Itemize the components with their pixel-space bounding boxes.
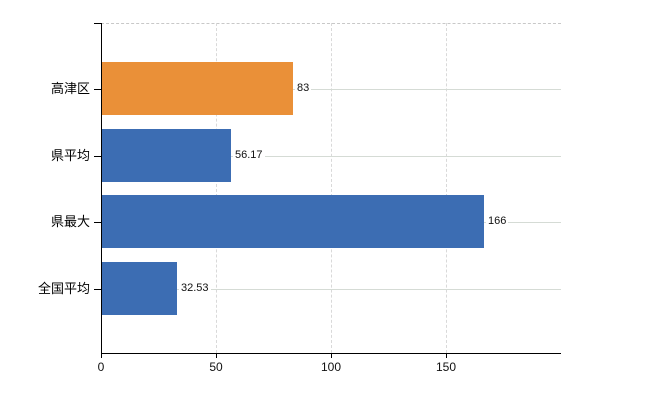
- y-axis-category-label: 高津区: [50, 81, 90, 96]
- vertical-gridline: [216, 23, 217, 353]
- y-axis-tick: [94, 89, 101, 90]
- x-axis-tick-label: 100: [320, 360, 342, 374]
- horizontal-gridline: [101, 89, 561, 90]
- bar-value-label: 83: [295, 81, 312, 96]
- x-axis-tick-label: 0: [97, 360, 105, 374]
- y-axis-category-label: 県最大: [50, 214, 90, 229]
- bar-value-label: 32.53: [179, 281, 211, 296]
- y-axis-category-label: 全国平均: [37, 281, 90, 296]
- y-axis-line: [101, 23, 102, 353]
- y-axis-tick: [94, 289, 101, 290]
- bar: [102, 262, 177, 315]
- x-axis-tick: [101, 353, 102, 358]
- horizontal-gridline: [101, 156, 561, 157]
- x-axis-tick: [331, 353, 332, 358]
- bar: [102, 129, 231, 182]
- x-axis-tick-label: 150: [435, 360, 457, 374]
- bar-value-label: 166: [486, 214, 509, 229]
- horizontal-gridline: [101, 289, 561, 290]
- y-axis-category-label: 県平均: [50, 148, 90, 163]
- y-axis-tick: [94, 222, 101, 223]
- x-axis-tick: [216, 353, 217, 358]
- y-axis-tick: [94, 156, 101, 157]
- x-axis-tick-label: 50: [209, 360, 223, 374]
- y-axis-top-tick: [94, 23, 101, 24]
- vertical-gridline: [331, 23, 332, 353]
- bar-value-label: 56.17: [233, 148, 265, 163]
- bar: [102, 62, 293, 115]
- x-axis-tick: [446, 353, 447, 358]
- vertical-gridline: [446, 23, 447, 353]
- bar: [102, 195, 484, 248]
